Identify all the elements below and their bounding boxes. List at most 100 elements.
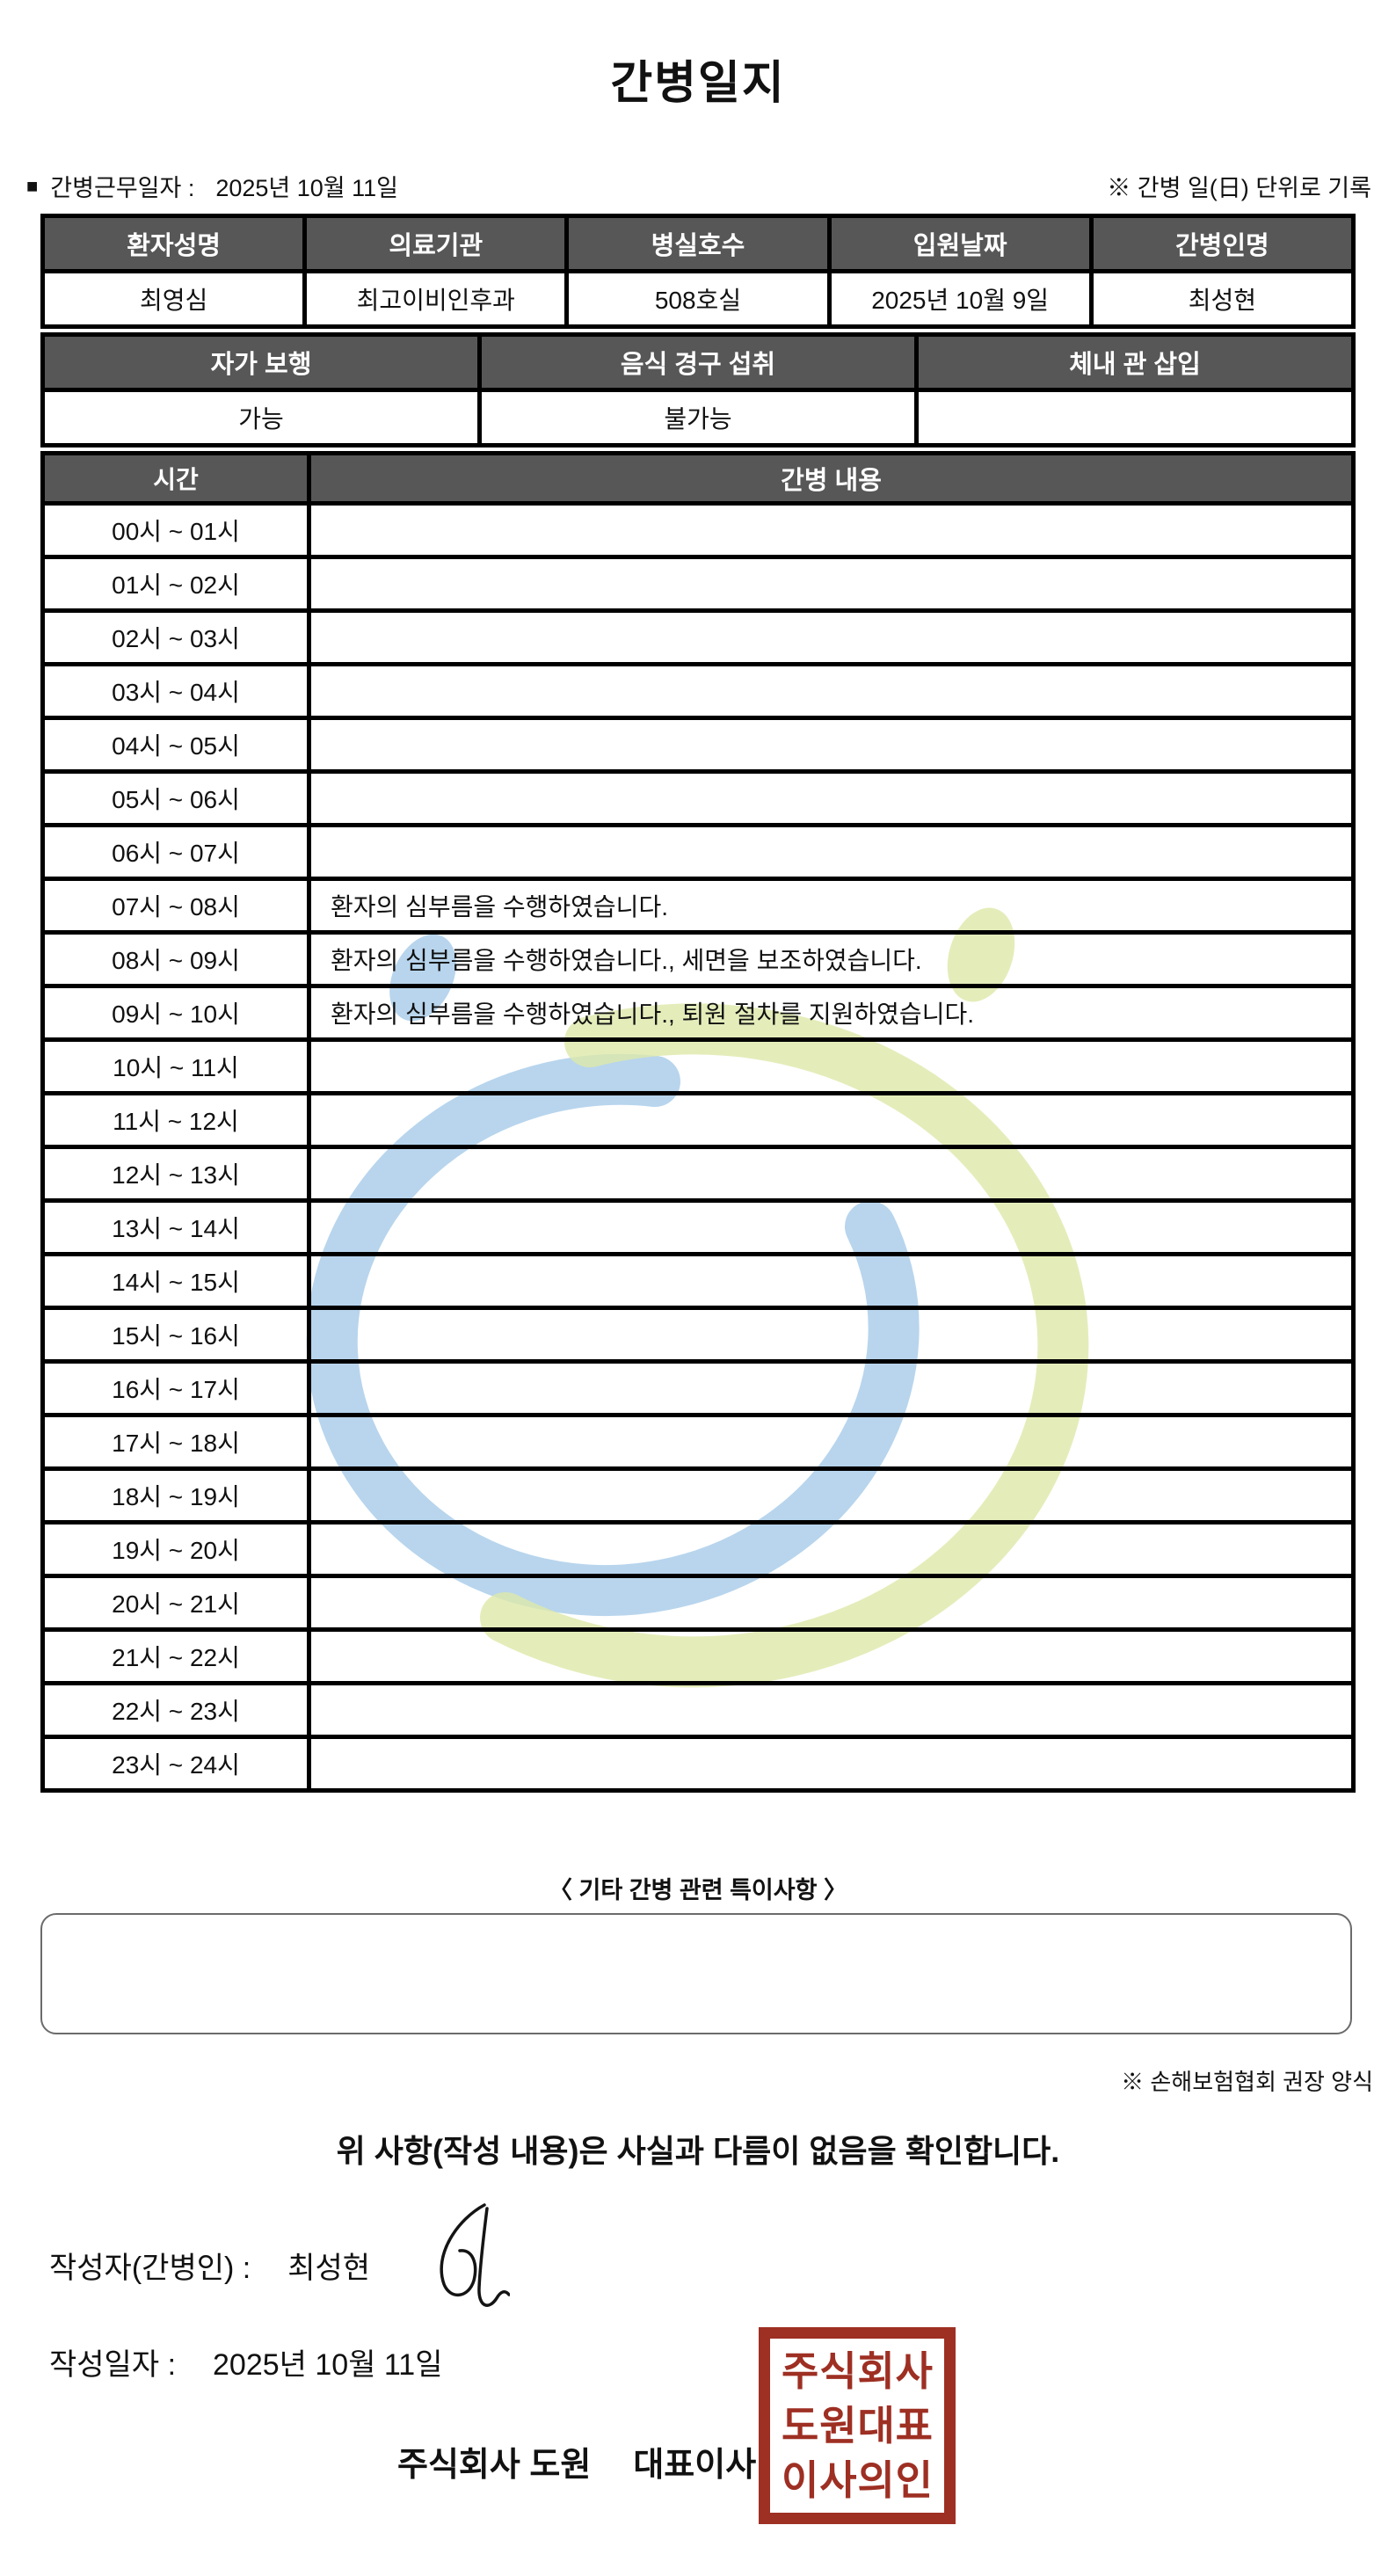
time-cell: 14시 ~ 15시 [40,1252,311,1310]
schedule-row: 04시 ~ 05시 [40,716,1356,774]
time-cell: 05시 ~ 06시 [40,769,311,827]
writer-label: 작성자(간병인) : [49,2252,251,2285]
patient-info-value-row: 최영심 최고이비인후과 508호실 2025년 10월 9일 최성현 [40,269,1356,329]
oral-intake-value: 불가능 [477,388,919,448]
square-bullet-icon: ■ [26,174,39,197]
schedule-row: 10시 ~ 11시 [40,1037,1356,1095]
schedule-row: 05시 ~ 06시 [40,769,1356,827]
header-cell: 체내 관 삽입 [914,332,1356,392]
time-cell: 18시 ~ 19시 [40,1466,311,1524]
content-cell [307,1466,1356,1524]
content-cell [307,608,1356,666]
stamp-line-2: 도 원 대 표 [782,2405,933,2446]
time-cell: 06시 ~ 07시 [40,823,311,881]
content-cell [307,1520,1356,1578]
time-cell: 10시 ~ 11시 [40,1037,311,1095]
content-cell [307,823,1356,881]
time-cell: 23시 ~ 24시 [40,1735,311,1793]
written-date-value: 2025년 10월 11일 [213,2348,443,2382]
patient-name: 최영심 [40,269,308,329]
stamp-char: 표 [895,2403,933,2449]
schedule-row: 03시 ~ 04시 [40,662,1356,720]
schedule-row: 20시 ~ 21시 [40,1574,1356,1632]
schedule-row: 09시 ~ 10시 환자의 심부름을 수행하였습니다., 퇴원 절차를 지원하였습… [40,984,1356,1042]
unit-note: ※ 간병 일(日) 단위로 기록 [1107,175,1371,201]
status-header-row: 자가 보행 음식 경구 섭취 체내 관 삽입 [40,332,1356,392]
work-date-line: ■ 간병근무일자 : 2025년 10월 11일 [26,169,398,203]
stamp-char: 식 [819,2348,857,2394]
time-cell: 02시 ~ 03시 [40,608,311,666]
header-cell: 병실호수 [564,214,832,273]
stamp-char: 원 [819,2403,857,2449]
written-date-line: 작성일자 : 2025년 10월 11일 [49,2340,443,2383]
stamp-char: 주 [782,2348,819,2394]
stamp-char: 사 [819,2457,857,2503]
caregiver-name: 최성현 [1088,269,1356,329]
header-cell: 입원날짜 [826,214,1094,273]
time-cell: 03시 ~ 04시 [40,662,311,720]
content-cell [307,1735,1356,1793]
patient-info-header-row: 환자성명 의료기관 병실호수 입원날짜 간병인명 [40,214,1356,273]
time-header-cell: 시간 [40,451,311,506]
stamp-char: 대 [857,2403,895,2449]
content-cell [307,1252,1356,1310]
header-cell: 의료기관 [302,214,570,273]
status-value-row: 가능 불가능 [40,388,1356,448]
schedule-row: 12시 ~ 13시 [40,1145,1356,1203]
header-cell: 자가 보행 [40,332,482,392]
company-name: 주식회사 도원 [397,2447,592,2484]
stamp-char: 이 [782,2457,819,2503]
time-cell: 22시 ~ 23시 [40,1681,311,1739]
content-cell: 환자의 심부름을 수행하였습니다. [307,877,1356,935]
care-schedule-table: 시간 간병 내용 00시 ~ 01시 01시 ~ 02시 02시 ~ 03시 0… [40,451,1356,1793]
stamp-char: 도 [782,2403,819,2449]
time-cell: 17시 ~ 18시 [40,1413,311,1471]
schedule-row: 11시 ~ 12시 [40,1091,1356,1149]
schedule-row: 07시 ~ 08시 환자의 심부름을 수행하였습니다. [40,877,1356,935]
special-notes-box [40,1913,1352,2034]
confirmation-statement: 위 사항(작성 내용)은 사실과 다름이 없음을 확인합니다. [336,2133,1060,2169]
time-cell: 20시 ~ 21시 [40,1574,311,1632]
header-cell: 환자성명 [40,214,308,273]
schedule-row: 15시 ~ 16시 [40,1306,1356,1364]
time-cell: 01시 ~ 02시 [40,555,311,613]
patient-status-table: 자가 보행 음식 경구 섭취 체내 관 삽입 가능 불가능 [40,332,1356,448]
schedule-row: 23시 ~ 24시 [40,1735,1356,1793]
time-cell: 12시 ~ 13시 [40,1145,311,1203]
time-cell: 16시 ~ 17시 [40,1359,311,1417]
schedule-row: 00시 ~ 01시 [40,501,1356,559]
time-cell: 00시 ~ 01시 [40,501,311,559]
content-header-cell: 간병 내용 [307,451,1356,506]
content-cell [307,1359,1356,1417]
time-cell: 21시 ~ 22시 [40,1627,311,1685]
schedule-row: 14시 ~ 15시 [40,1252,1356,1310]
content-cell: 환자의 심부름을 수행하였습니다., 세면을 보조하였습니다. [307,930,1356,988]
content-cell [307,501,1356,559]
time-cell: 07시 ~ 08시 [40,877,311,935]
stamp-char: 의 [857,2457,895,2503]
corporate-seal-stamp: 주 식 회 사 도 원 대 표 이 사 의 인 [759,2327,956,2524]
handwritten-signature [440,2203,510,2307]
content-cell [307,555,1356,613]
content-cell [307,1145,1356,1203]
schedule-header-row: 시간 간병 내용 [40,451,1356,506]
recommended-form-note: ※ 손해보험협회 권장 양식 [1121,2069,1373,2095]
company-line: 주식회사 도원 대표이사 [397,2437,756,2485]
time-cell: 11시 ~ 12시 [40,1091,311,1149]
content-cell [307,1037,1356,1095]
tube-insertion-value [914,388,1356,448]
schedule-row: 22시 ~ 23시 [40,1681,1356,1739]
schedule-row: 06시 ~ 07시 [40,823,1356,881]
self-walking-value: 가능 [40,388,482,448]
schedule-row: 13시 ~ 14시 [40,1198,1356,1256]
content-cell [307,1574,1356,1632]
schedule-row: 17시 ~ 18시 [40,1413,1356,1471]
content-cell [307,1198,1356,1256]
page-title: 간병일지 [610,58,786,109]
time-cell: 13시 ~ 14시 [40,1198,311,1256]
content-cell [307,769,1356,827]
content-cell [307,1091,1356,1149]
time-cell: 19시 ~ 20시 [40,1520,311,1578]
content-cell [307,1413,1356,1471]
